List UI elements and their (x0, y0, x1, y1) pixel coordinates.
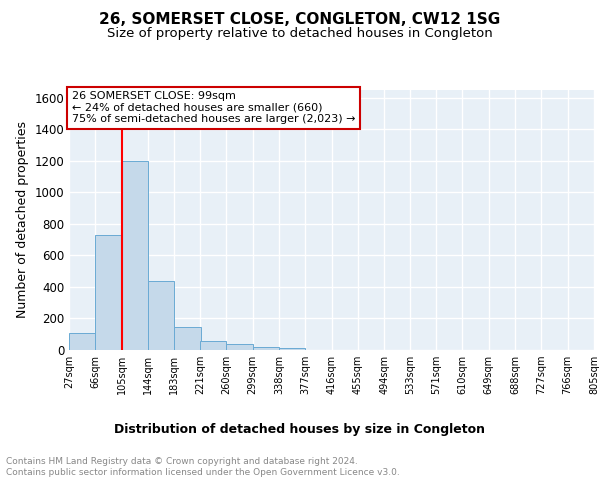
Bar (69, 332, 95, 350)
Bar (95, 235, 122, 350)
Text: Size of property relative to detached houses in Congleton: Size of property relative to detached ho… (107, 28, 493, 40)
Bar (253, 347, 279, 350)
Bar (122, 161, 148, 350)
Bar (226, 344, 253, 350)
Text: 26 SOMERSET CLOSE: 99sqm
← 24% of detached houses are smaller (660)
75% of semi-: 26 SOMERSET CLOSE: 99sqm ← 24% of detach… (71, 92, 355, 124)
Text: 26, SOMERSET CLOSE, CONGLETON, CW12 1SG: 26, SOMERSET CLOSE, CONGLETON, CW12 1SG (100, 12, 500, 28)
Bar (279, 348, 305, 350)
Bar (148, 280, 174, 350)
Bar (200, 340, 226, 350)
Text: Distribution of detached houses by size in Congleton: Distribution of detached houses by size … (115, 422, 485, 436)
Y-axis label: Number of detached properties: Number of detached properties (16, 122, 29, 318)
Bar (174, 327, 200, 350)
Text: Contains HM Land Registry data © Crown copyright and database right 2024.
Contai: Contains HM Land Registry data © Crown c… (6, 458, 400, 477)
